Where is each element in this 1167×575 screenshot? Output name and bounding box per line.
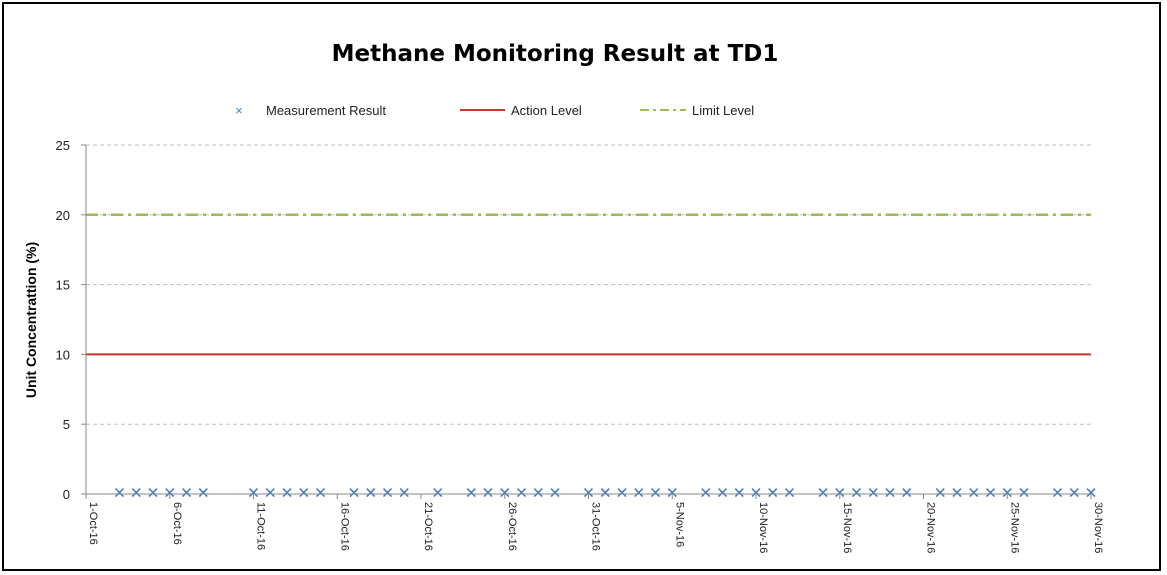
measurement-point	[349, 488, 359, 498]
measurement-point	[734, 488, 744, 498]
legend: × Measurement Result Action Level Limit …	[235, 103, 754, 118]
x-tick-label: 31-Oct-16	[590, 502, 602, 551]
y-tick-label: 5	[63, 417, 70, 432]
measurement-point	[500, 488, 510, 498]
x-tick-label: 20-Nov-16	[925, 502, 937, 553]
measurement-point	[1086, 488, 1096, 498]
x-tick-label: 21-Oct-16	[422, 502, 434, 551]
measurement-point	[181, 488, 192, 498]
measurement-point	[969, 488, 979, 498]
y-tick-label: 20	[56, 208, 70, 223]
measurement-point	[198, 488, 208, 498]
legend-item-action[interactable]: Action Level	[460, 103, 582, 118]
measurement-point	[483, 488, 493, 498]
measurement-point	[818, 488, 828, 498]
measurement-point	[717, 488, 728, 498]
measurement-point	[851, 488, 862, 498]
measurement-point	[650, 488, 661, 498]
measurement-point	[1052, 488, 1063, 498]
measurement-point	[131, 488, 141, 498]
measurement-point	[282, 488, 292, 498]
series-layer	[86, 213, 1096, 498]
y-tick-label: 10	[56, 347, 70, 362]
x-tick-label: 11-Oct-16	[255, 502, 267, 550]
x-tick-label: 15-Nov-16	[841, 502, 853, 553]
measurement-point	[148, 488, 158, 498]
measurement-point	[265, 488, 275, 498]
y-tick-label: 0	[63, 487, 70, 502]
measurement-point	[299, 488, 309, 498]
legend-label: Action Level	[511, 103, 582, 118]
x-tick-label: 10-Nov-16	[757, 502, 769, 553]
measurement-point	[533, 488, 543, 498]
y-tick-label: 15	[56, 278, 70, 293]
y-tick-labels: 0 5 10 15 20 25	[56, 138, 86, 502]
measurement-point	[399, 488, 409, 498]
measurement-point	[516, 488, 527, 498]
x-tick-label: 26-Oct-16	[506, 502, 518, 551]
measurement-point	[600, 488, 610, 498]
measurement-point	[583, 488, 594, 498]
measurement-point	[868, 488, 878, 498]
measurement-point	[768, 488, 778, 498]
x-tick-label: 16-Oct-16	[338, 502, 350, 551]
measurement-point	[935, 488, 945, 498]
chart-title: Methane Monitoring Result at TD1	[332, 41, 779, 67]
measurement-point	[701, 488, 711, 498]
measurement-point	[667, 488, 677, 498]
legend-item-limit[interactable]: Limit Level	[640, 103, 754, 118]
measurement-point	[885, 488, 895, 498]
legend-item-measurement[interactable]: × Measurement Result	[235, 103, 386, 118]
x-tick-labels: 1-Oct-16 6-Oct-16 11-Oct-16 16-Oct-16 21-Oct…	[85, 494, 1104, 553]
x-tick-label: 1-Oct-16	[87, 502, 99, 545]
measurement-point	[985, 488, 996, 498]
x-tick-label: 5-Nov-16	[673, 502, 685, 547]
x-tick-label: 30-Nov-16	[1092, 502, 1104, 553]
measurement-point	[165, 488, 175, 498]
measurement-point	[114, 488, 125, 498]
measurement-point	[784, 488, 795, 498]
measurement-point	[315, 488, 326, 498]
measurement-point	[433, 488, 443, 498]
x-marker-icon: ×	[235, 103, 243, 118]
measurement-point	[550, 488, 560, 498]
measurement-point	[751, 488, 761, 498]
y-tick-label: 25	[56, 138, 70, 153]
x-tick-label: 25-Nov-16	[1008, 502, 1020, 553]
measurement-point	[617, 488, 627, 498]
measurement-point	[1019, 488, 1029, 498]
measurement-point	[382, 488, 393, 498]
legend-label: Measurement Result	[266, 103, 386, 118]
x-tick-label: 6-Oct-16	[171, 502, 183, 545]
measurement-point	[466, 488, 476, 498]
measurement-point	[634, 488, 644, 498]
legend-label: Limit Level	[692, 103, 754, 118]
gridlines	[86, 144, 1091, 425]
measurement-point	[1002, 488, 1012, 498]
measurement-point	[902, 488, 912, 498]
measurement-point	[366, 488, 376, 498]
measurement-point	[248, 488, 259, 498]
measurement-point	[835, 488, 845, 498]
measurement-point	[952, 488, 962, 498]
measurement-point	[1069, 488, 1079, 498]
y-axis-label: Unit Concentrattion (%)	[23, 242, 39, 398]
